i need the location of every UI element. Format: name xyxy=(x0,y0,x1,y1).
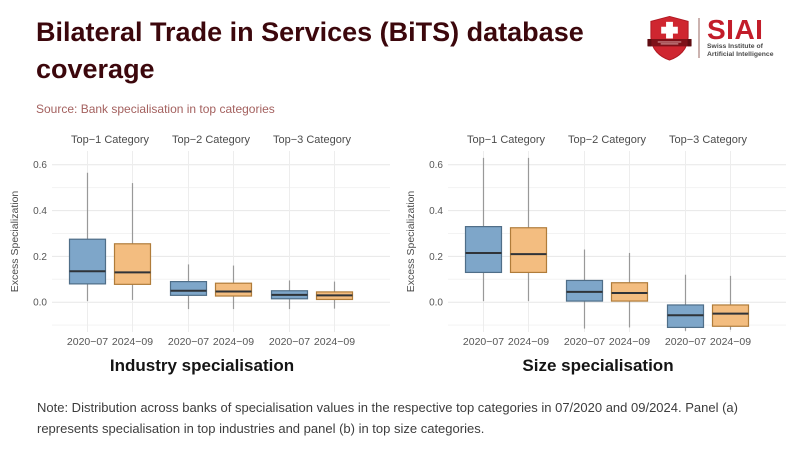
box-2024−09-facet1 xyxy=(509,157,548,302)
y-axis-label: Excess Specialization xyxy=(9,191,21,293)
logo-org-line1: Swiss Institute of xyxy=(707,42,763,50)
swiss-shield-icon xyxy=(647,15,692,61)
box-2024−09-facet3 xyxy=(315,281,354,309)
logo-divider xyxy=(698,18,700,58)
x-tick-label: 2024−09 xyxy=(112,336,153,348)
facet-label: Top−3 Category xyxy=(669,134,747,146)
panel-caption-industry: Industry specialisation xyxy=(109,356,295,375)
box-2020−07-facet3 xyxy=(666,274,705,331)
svg-text:0.4: 0.4 xyxy=(33,206,47,217)
x-tick-label: 2024−09 xyxy=(609,336,650,348)
box-2020−07-facet1 xyxy=(68,172,107,302)
facet-label: Top−2 Category xyxy=(568,134,646,146)
box-2024−09-facet1 xyxy=(113,183,152,300)
box-2020−07-facet2 xyxy=(565,249,604,329)
x-tick-label: 2024−09 xyxy=(710,336,751,348)
x-tick-label: 2020−07 xyxy=(564,336,605,348)
svg-text:0.6: 0.6 xyxy=(33,160,47,171)
svg-text:0.6: 0.6 xyxy=(429,160,443,171)
logo-org-line2: Artificial Intelligence xyxy=(707,51,774,58)
logo-acronym: SIAI xyxy=(707,13,764,45)
boxplot-size: 0.0 0.2 0.4 0.6 Excess Specialization Top−1 C… xyxy=(405,134,786,348)
facet-label: Top−3 Category xyxy=(273,134,351,146)
svg-text:0.2: 0.2 xyxy=(33,252,47,263)
panel-size: 0.0 0.2 0.4 0.6 Excess Specialization Top−1 C… xyxy=(402,129,794,376)
source-line: Source: Bank specialisation in top categ… xyxy=(36,102,275,116)
boxplot-industry: 0.0 0.2 0.4 0.6 Excess Specialization Top−1 C… xyxy=(9,134,390,348)
x-tick-label: 2024−09 xyxy=(213,336,254,348)
box-2024−09-facet2 xyxy=(214,265,253,310)
x-tick-label: 2020−07 xyxy=(168,336,209,348)
box-2024−09-facet3 xyxy=(711,275,750,330)
siai-logo: SIAI Swiss Institute of Artificial Intel… xyxy=(646,13,773,63)
charts-row: 0.0 0.2 0.4 0.6 Excess Specialization Top−1 C… xyxy=(6,129,794,376)
svg-text:0.2: 0.2 xyxy=(429,252,443,263)
svg-text:0.0: 0.0 xyxy=(429,298,443,309)
box-2020−07-facet2 xyxy=(169,264,208,310)
x-tick-label: 2024−09 xyxy=(508,336,549,348)
x-tick-label: 2020−07 xyxy=(269,336,310,348)
y-axis-label: Excess Specialization xyxy=(405,191,417,293)
page-title: Bilateral Trade in Services (BiTS) datab… xyxy=(36,17,584,84)
footnote: Note: Distribution across banks of speci… xyxy=(37,400,738,436)
facet-label: Top−2 Category xyxy=(172,134,250,146)
x-tick-label: 2020−07 xyxy=(665,336,706,348)
svg-text:0.0: 0.0 xyxy=(33,298,47,309)
box-2024−09-facet2 xyxy=(610,252,649,328)
facet-label: Top−1 Category xyxy=(71,134,149,146)
facet-label: Top−1 Category xyxy=(467,134,545,146)
svg-text:0.4: 0.4 xyxy=(429,206,443,217)
panel-industry: 0.0 0.2 0.4 0.6 Excess Specialization Top−1 C… xyxy=(6,129,398,376)
x-tick-label: 2024−09 xyxy=(314,336,355,348)
panel-caption-size: Size specialisation xyxy=(522,356,674,375)
x-tick-label: 2020−07 xyxy=(463,336,504,348)
box-2020−07-facet3 xyxy=(270,280,309,310)
box-2020−07-facet1 xyxy=(464,157,503,302)
x-tick-label: 2020−07 xyxy=(67,336,108,348)
